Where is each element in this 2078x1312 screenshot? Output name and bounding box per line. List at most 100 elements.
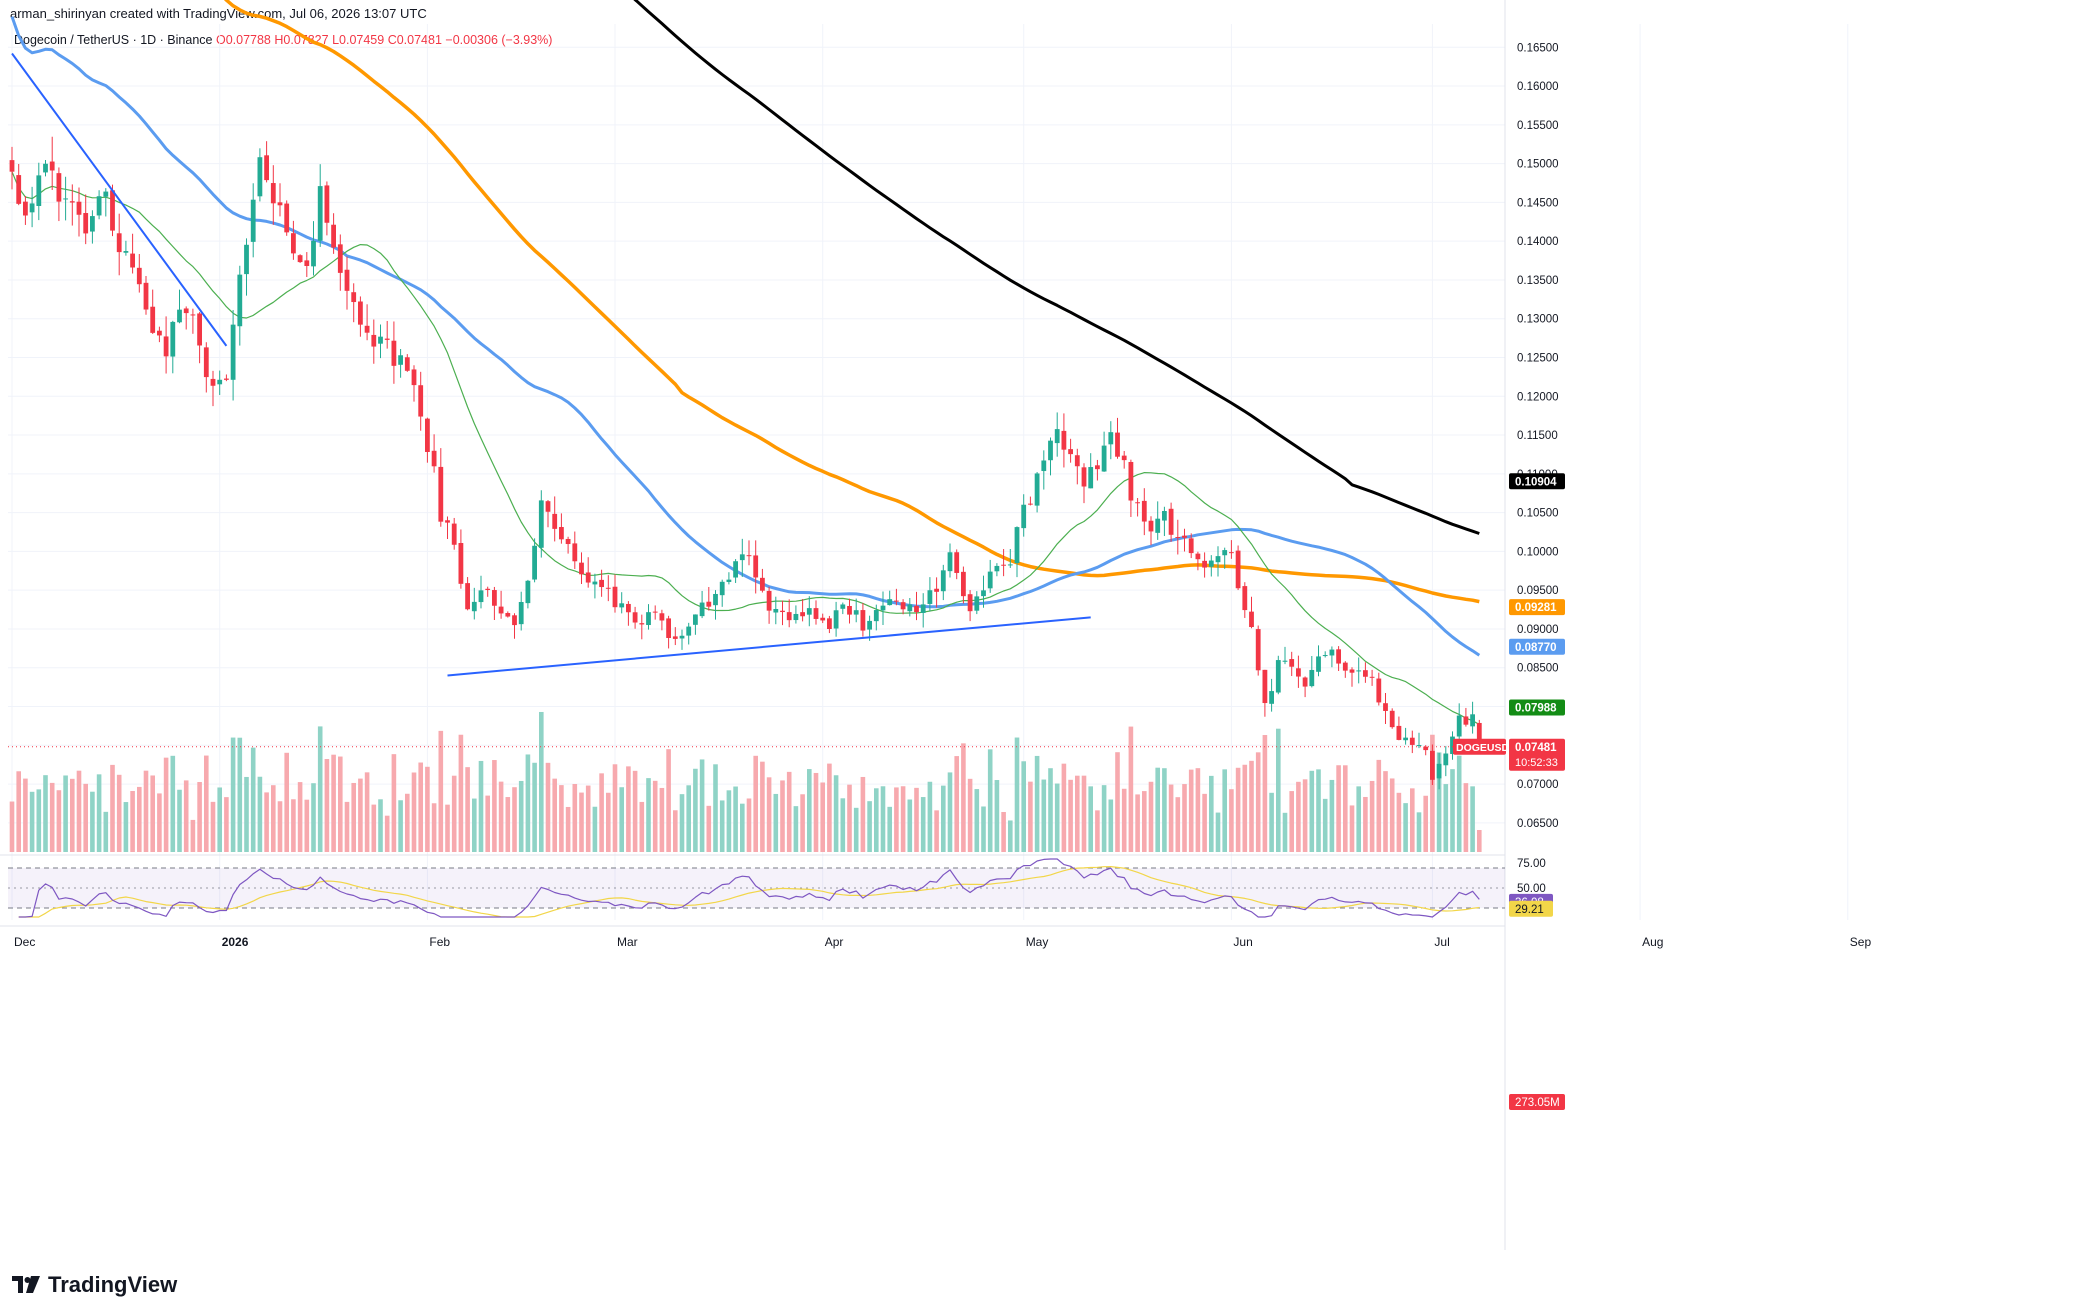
volume-bar xyxy=(920,797,926,852)
candle-body xyxy=(411,369,417,386)
candle-body xyxy=(599,579,604,588)
volume-bar xyxy=(813,772,819,852)
volume-bar xyxy=(1028,781,1033,852)
volume-bar xyxy=(606,792,611,852)
candle-body xyxy=(1115,432,1120,457)
volume-bar xyxy=(827,763,832,852)
candle-body xyxy=(1403,737,1408,741)
volume-bar xyxy=(1008,820,1013,852)
price-change: −0.00306 (−3.93%) xyxy=(445,33,553,47)
candle-body xyxy=(1048,440,1053,461)
brand-name: TradingView xyxy=(48,1272,178,1297)
candle-body xyxy=(706,601,712,607)
volume-bar xyxy=(1168,784,1174,852)
candle-body xyxy=(224,378,229,380)
candle-body xyxy=(404,357,410,371)
volume-bar xyxy=(619,787,624,852)
candle-body xyxy=(1269,691,1274,704)
volume-bar xyxy=(1142,791,1147,852)
trendline[interactable] xyxy=(11,52,228,347)
candle-body xyxy=(626,603,631,613)
candle-body xyxy=(974,596,980,611)
candle-body xyxy=(559,527,564,540)
volume-bar xyxy=(807,769,812,852)
volume-bar xyxy=(512,787,517,852)
candle-body xyxy=(344,269,350,291)
volume-bar xyxy=(867,801,872,852)
volume-bar xyxy=(364,772,370,852)
candle-body xyxy=(378,336,383,344)
volume-bar xyxy=(210,801,216,852)
volume-bar xyxy=(472,798,477,852)
volume-bar xyxy=(585,785,591,852)
volume-bar xyxy=(853,807,859,852)
volume-bar xyxy=(478,760,484,852)
candle-body xyxy=(1061,430,1067,450)
candle-body xyxy=(686,626,692,636)
volume-bar xyxy=(90,791,95,852)
rsi-tick-label: 75.00 xyxy=(1517,858,1546,870)
volume-bar xyxy=(1075,775,1080,852)
volume-bar xyxy=(371,804,377,852)
ohlc-open: O0.07788 xyxy=(215,33,271,47)
symbol-tag xyxy=(1453,738,1506,755)
trendline[interactable] xyxy=(447,616,1091,677)
volume-bar xyxy=(83,783,88,852)
candle-body xyxy=(264,155,269,181)
price-tick-label: 0.16000 xyxy=(1517,81,1559,93)
candle-body xyxy=(1175,537,1181,539)
tradingview-logo-icon xyxy=(12,1276,40,1293)
candle-body xyxy=(451,523,457,545)
volume-bar xyxy=(800,794,805,852)
volume-bar xyxy=(116,774,122,852)
candle-body xyxy=(1168,508,1174,535)
sma-20-line xyxy=(11,171,1480,726)
volume-bar xyxy=(719,800,725,852)
volume-bar xyxy=(552,778,557,852)
volume-bar xyxy=(63,775,68,852)
candle-body xyxy=(1255,629,1261,671)
candle-body xyxy=(304,260,310,266)
candle-body xyxy=(1188,538,1194,554)
volume-bar xyxy=(967,778,973,852)
volume-bar xyxy=(592,806,598,852)
rsi-line xyxy=(18,858,1480,918)
volume-bar xyxy=(1014,737,1020,852)
candle-body xyxy=(1430,750,1435,780)
candle-body xyxy=(987,571,993,589)
candle-body xyxy=(1456,715,1462,737)
volume-bar xyxy=(1101,785,1107,852)
candle-body xyxy=(538,500,544,548)
last-price-text: 0.07481 xyxy=(1515,742,1557,754)
volume-bar xyxy=(934,810,939,852)
volume-bar xyxy=(539,711,544,852)
candle-body xyxy=(492,590,497,606)
candle-body xyxy=(391,340,397,366)
candle-body xyxy=(485,588,491,590)
candle-body xyxy=(116,233,122,253)
candle-body xyxy=(36,175,42,206)
candle-body xyxy=(1182,535,1187,538)
candle-body xyxy=(585,572,591,583)
candle-body xyxy=(880,605,886,611)
volume-bar xyxy=(632,770,638,852)
candle-body xyxy=(746,555,752,557)
volume-badge xyxy=(1509,1094,1565,1110)
candle-body xyxy=(679,635,685,639)
volume-bar xyxy=(438,730,444,852)
volume-bar xyxy=(954,756,959,852)
volume-bar xyxy=(70,778,75,852)
rsi-ma-text: 29.21 xyxy=(1515,904,1544,916)
volume-bar xyxy=(686,785,691,852)
series-value-text: 0.07988 xyxy=(1515,702,1557,714)
volume-bar xyxy=(498,781,504,852)
candle-body xyxy=(1007,564,1013,566)
volume-bar xyxy=(1249,760,1254,852)
series-value-badge xyxy=(1509,599,1565,616)
volume-bar xyxy=(9,801,15,852)
candle-body xyxy=(284,203,290,233)
volume-bar xyxy=(1389,778,1395,852)
candle-body xyxy=(813,608,819,619)
candle-body xyxy=(351,292,357,303)
